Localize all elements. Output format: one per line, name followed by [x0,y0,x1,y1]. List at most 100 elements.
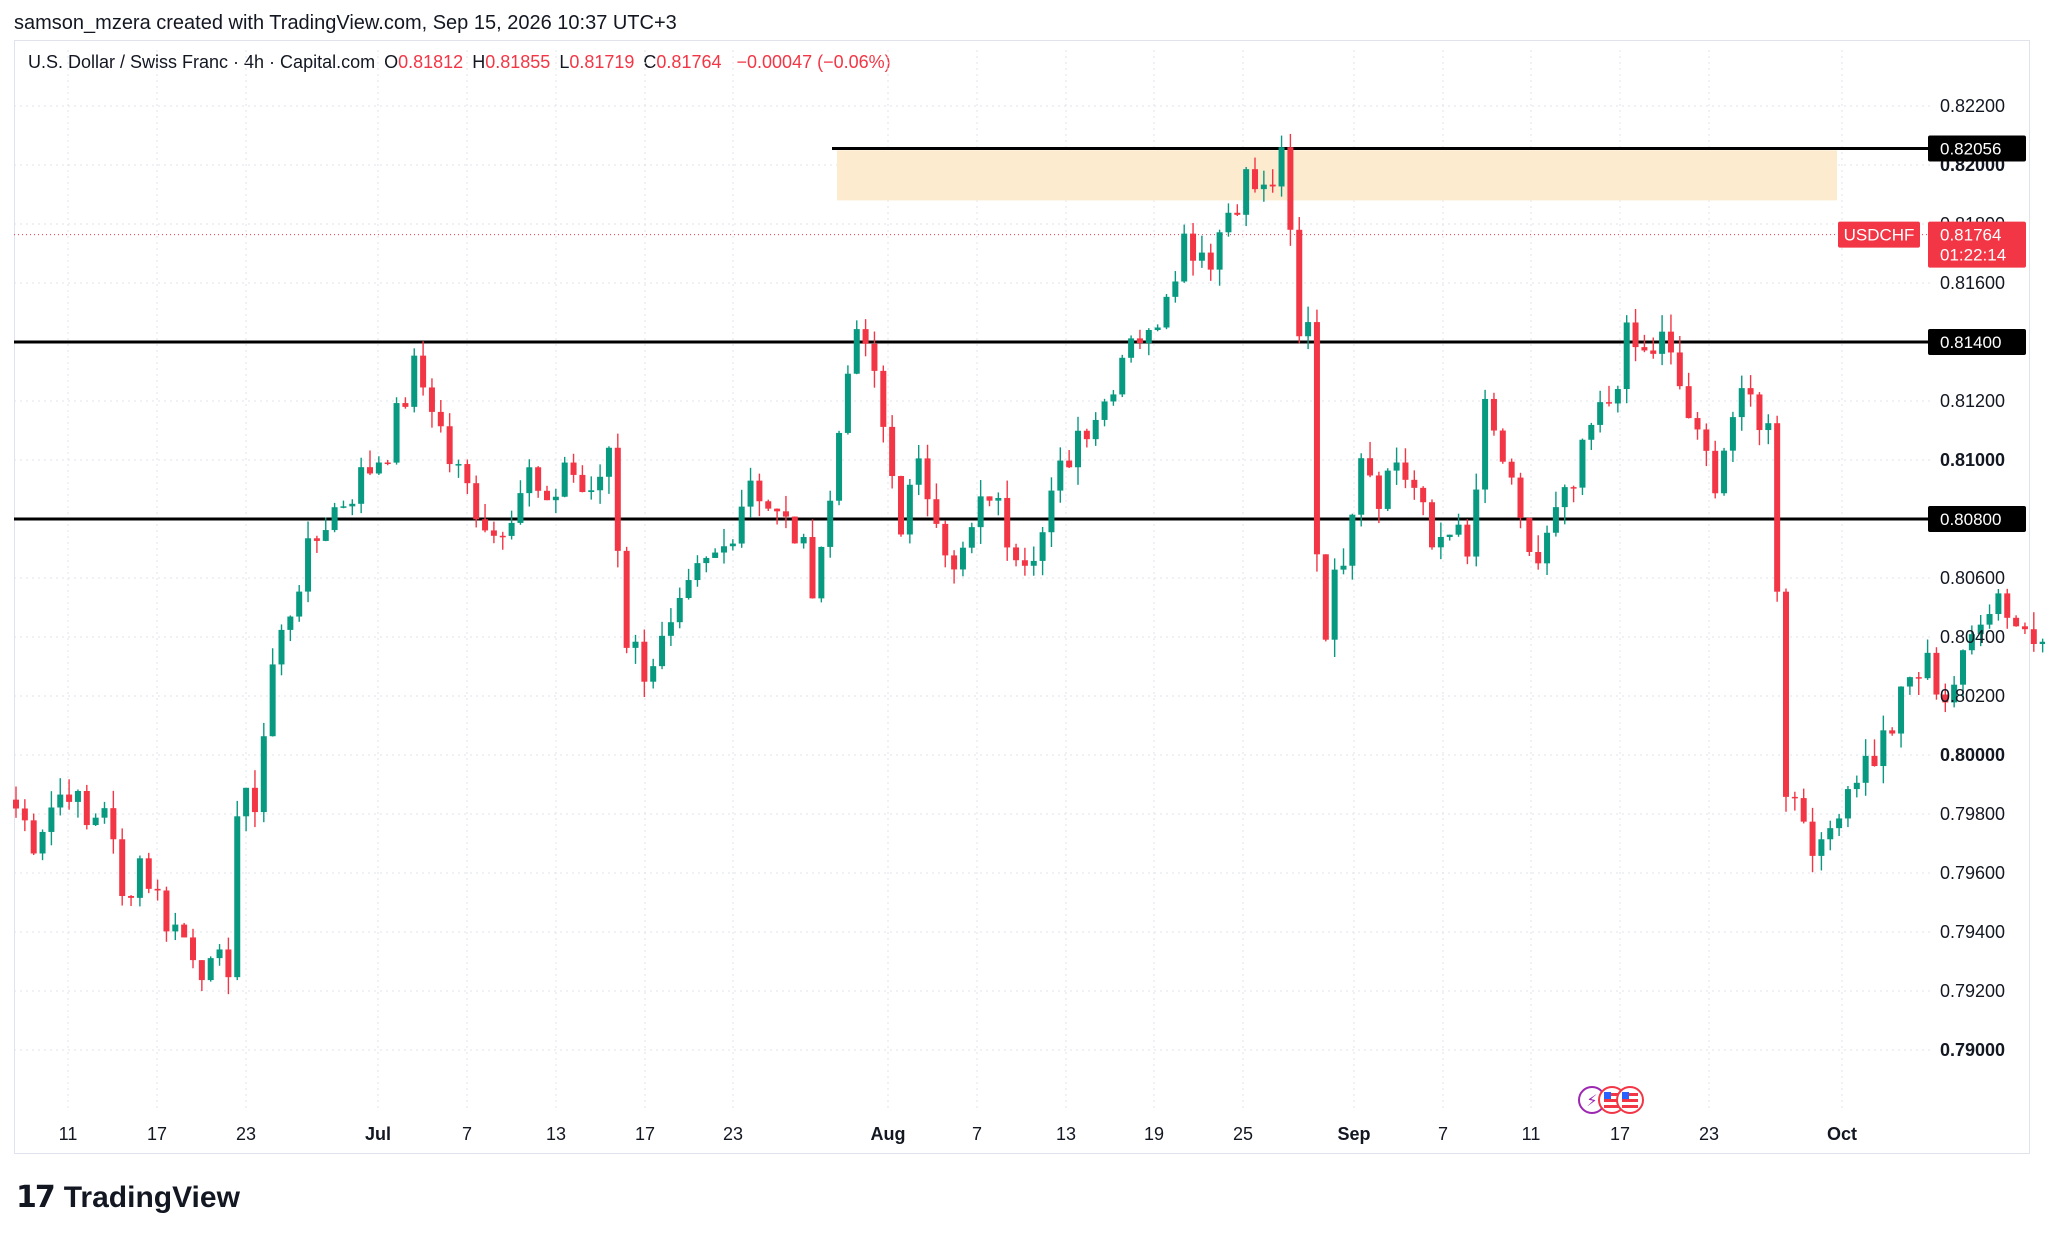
close-key: C [643,52,657,72]
candle-body [1340,565,1347,570]
candle-body [2004,593,2011,618]
candle-body [685,580,692,598]
candle-body [694,563,701,581]
candle-body [1641,347,1648,351]
candle-body [455,464,462,466]
candle-body [243,787,250,817]
candle-body [1535,551,1542,564]
resistance-zone-rect [837,150,1837,201]
candle-body [490,530,497,536]
candle-body [1198,252,1205,261]
candle-body [1783,591,1789,797]
candle-body [313,538,320,541]
candle-body [13,799,19,809]
flag-stripe [1604,1099,1620,1102]
candle-body [1906,677,1913,687]
candle-body [48,807,55,832]
flag-stripe [1622,1099,1638,1102]
flag-stripe [1604,1093,1620,1096]
candle-body [1685,386,1692,419]
time-tick-label: Aug [871,1124,906,1144]
tradingview-logo-icon: 17 [16,1180,56,1215]
candle-body [1269,184,1276,187]
candle-body [278,629,285,665]
candle-body [1499,430,1506,462]
candle-body [977,496,984,528]
time-tick-label: 13 [1056,1124,1076,1144]
candle-body [375,462,382,474]
candle-body [1694,418,1701,430]
resistance-zone[interactable] [837,150,1837,201]
candle-body [1066,460,1073,468]
candle-body [844,373,851,433]
candle-body [1676,352,1683,387]
candle-body [181,924,188,938]
candle-body [1977,624,1984,635]
candle-body [544,490,550,501]
candle-body [605,447,612,477]
candle-body [1517,477,1524,518]
candle-body [21,808,28,821]
candle-body [136,858,143,898]
candle-body [632,641,639,648]
candle-body [464,464,471,484]
tradingview-wordmark: TradingView [63,1180,240,1214]
close-value: 0.81764 [656,52,722,72]
candle-body [119,839,126,896]
line-price-tag-label: 0.80800 [1940,510,2001,529]
candle-body [145,858,152,889]
candle-body [1756,394,1763,431]
candle-body [1473,489,1480,557]
candle-body [1818,839,1825,856]
economic-event-icons[interactable]: ⚡ [1578,1086,1644,1114]
candle-body [889,426,896,477]
candle-body [614,447,621,551]
candle-body [1951,684,1958,703]
flag-canton [1622,1092,1629,1099]
candle-body [1225,212,1232,233]
time-axis[interactable]: 11 17 23 Jul 7 13 17 23 Aug 7 13 19 25 Sep 7 11 17 23 Oct [59,1124,1857,1144]
candle-body [1172,281,1179,297]
candle-body [561,462,568,497]
candle-body [349,503,356,507]
candle-body [1075,430,1081,468]
candle-body [933,499,940,524]
candle-body [296,591,303,617]
candle-body [2021,626,2028,630]
candle-body [1349,514,1356,566]
symbol-description[interactable]: U.S. Dollar / Swiss Franc · 4h · Capital… [28,52,376,72]
candle-body [305,538,312,592]
flag-canton [1604,1092,1611,1099]
price-tick-label: 0.79800 [1940,804,2005,824]
candle-body [1207,252,1214,270]
tradingview-logo[interactable]: 17 TradingView [16,1180,240,1215]
candle-body [482,519,489,531]
candle-body [1552,507,1559,533]
candle-body [163,890,170,932]
candle-body [66,794,73,802]
candle-body [402,403,409,407]
candle-body [269,664,276,737]
price-tick-label: 0.79200 [1940,981,2005,1001]
price-tick-label: 0.80000 [1940,745,2005,765]
candle-body [1632,322,1639,348]
candle-body [1163,296,1170,328]
price-tick-label: 0.80400 [1940,627,2005,647]
candle-body [650,666,657,682]
time-tick-label: 7 [972,1124,982,1144]
candle-body [154,888,161,891]
candle-body [1729,417,1736,451]
candle-body [1482,398,1489,490]
candle-body [367,467,373,474]
horizontal-lines[interactable] [14,146,1930,521]
candle-body [1490,398,1497,431]
candle-body [420,355,427,388]
candle-body [1774,423,1781,592]
candle-body [446,426,453,465]
candle-body [552,496,559,501]
candle-body [322,530,329,541]
candle-body [2030,629,2037,644]
time-tick-label: 11 [1522,1124,1541,1144]
candle-body [1021,560,1028,566]
